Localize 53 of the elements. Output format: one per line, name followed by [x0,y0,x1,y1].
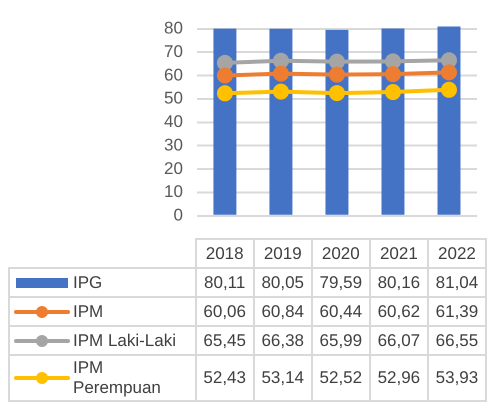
point [440,52,457,68]
data-label: 66,38 [254,326,312,355]
point [272,66,289,82]
point [272,52,289,69]
data-label: 60,06 [196,297,254,326]
point [216,67,233,84]
legend-label: IPM [73,302,104,322]
data-label: 65,45 [196,326,254,355]
y-tick-label: 40 [164,112,183,132]
x-tick-label: 2019 [254,239,312,268]
point [272,84,289,100]
point [216,85,233,102]
y-tick-label: 60 [164,65,183,84]
point [440,64,457,80]
point [440,82,457,98]
data-label: 80,11 [196,268,254,297]
y-tick-label: 70 [164,42,183,61]
y-tick-label: 0 [173,205,183,224]
point [328,54,345,70]
data-label: 53,93 [428,355,486,401]
point [328,85,345,102]
data-label: 53,14 [254,355,312,401]
data-label: 80,05 [254,268,312,297]
data-label: 65,99 [312,326,370,355]
point [384,66,401,82]
legend-label: IPG [73,272,102,293]
data-label: 52,43 [196,355,254,401]
data-label: 79,59 [312,268,370,297]
point [216,54,233,71]
data-label: 52,96 [370,355,428,401]
data-label: 66,07 [370,326,428,355]
legend-label: IPM Laki-Laki [73,330,176,351]
y-tick-label: 20 [164,158,183,178]
data-label: 60,62 [370,297,428,326]
x-tick-label: 2021 [370,239,428,268]
data-label: 60,44 [312,297,370,326]
point [384,84,401,100]
point [328,66,345,83]
y-tick-label: 10 [164,182,183,202]
y-tick-label: 30 [164,135,183,154]
point [384,53,401,70]
y-tick-label: 50 [164,88,183,108]
y-tick-label: 80 [164,18,183,38]
x-tick-label: 2018 [196,239,254,268]
data-label: 60,84 [254,297,312,326]
legend-label: IPM Perempuan [73,358,162,398]
x-tick-label: 2022 [428,239,486,268]
data-label: 66,55 [428,326,486,355]
data-label: 80,16 [370,268,428,297]
data-label: 81,04 [428,268,486,297]
x-tick-label: 2020 [312,239,370,268]
data-label: 61,39 [428,297,486,326]
data-label: 52,52 [312,355,370,401]
